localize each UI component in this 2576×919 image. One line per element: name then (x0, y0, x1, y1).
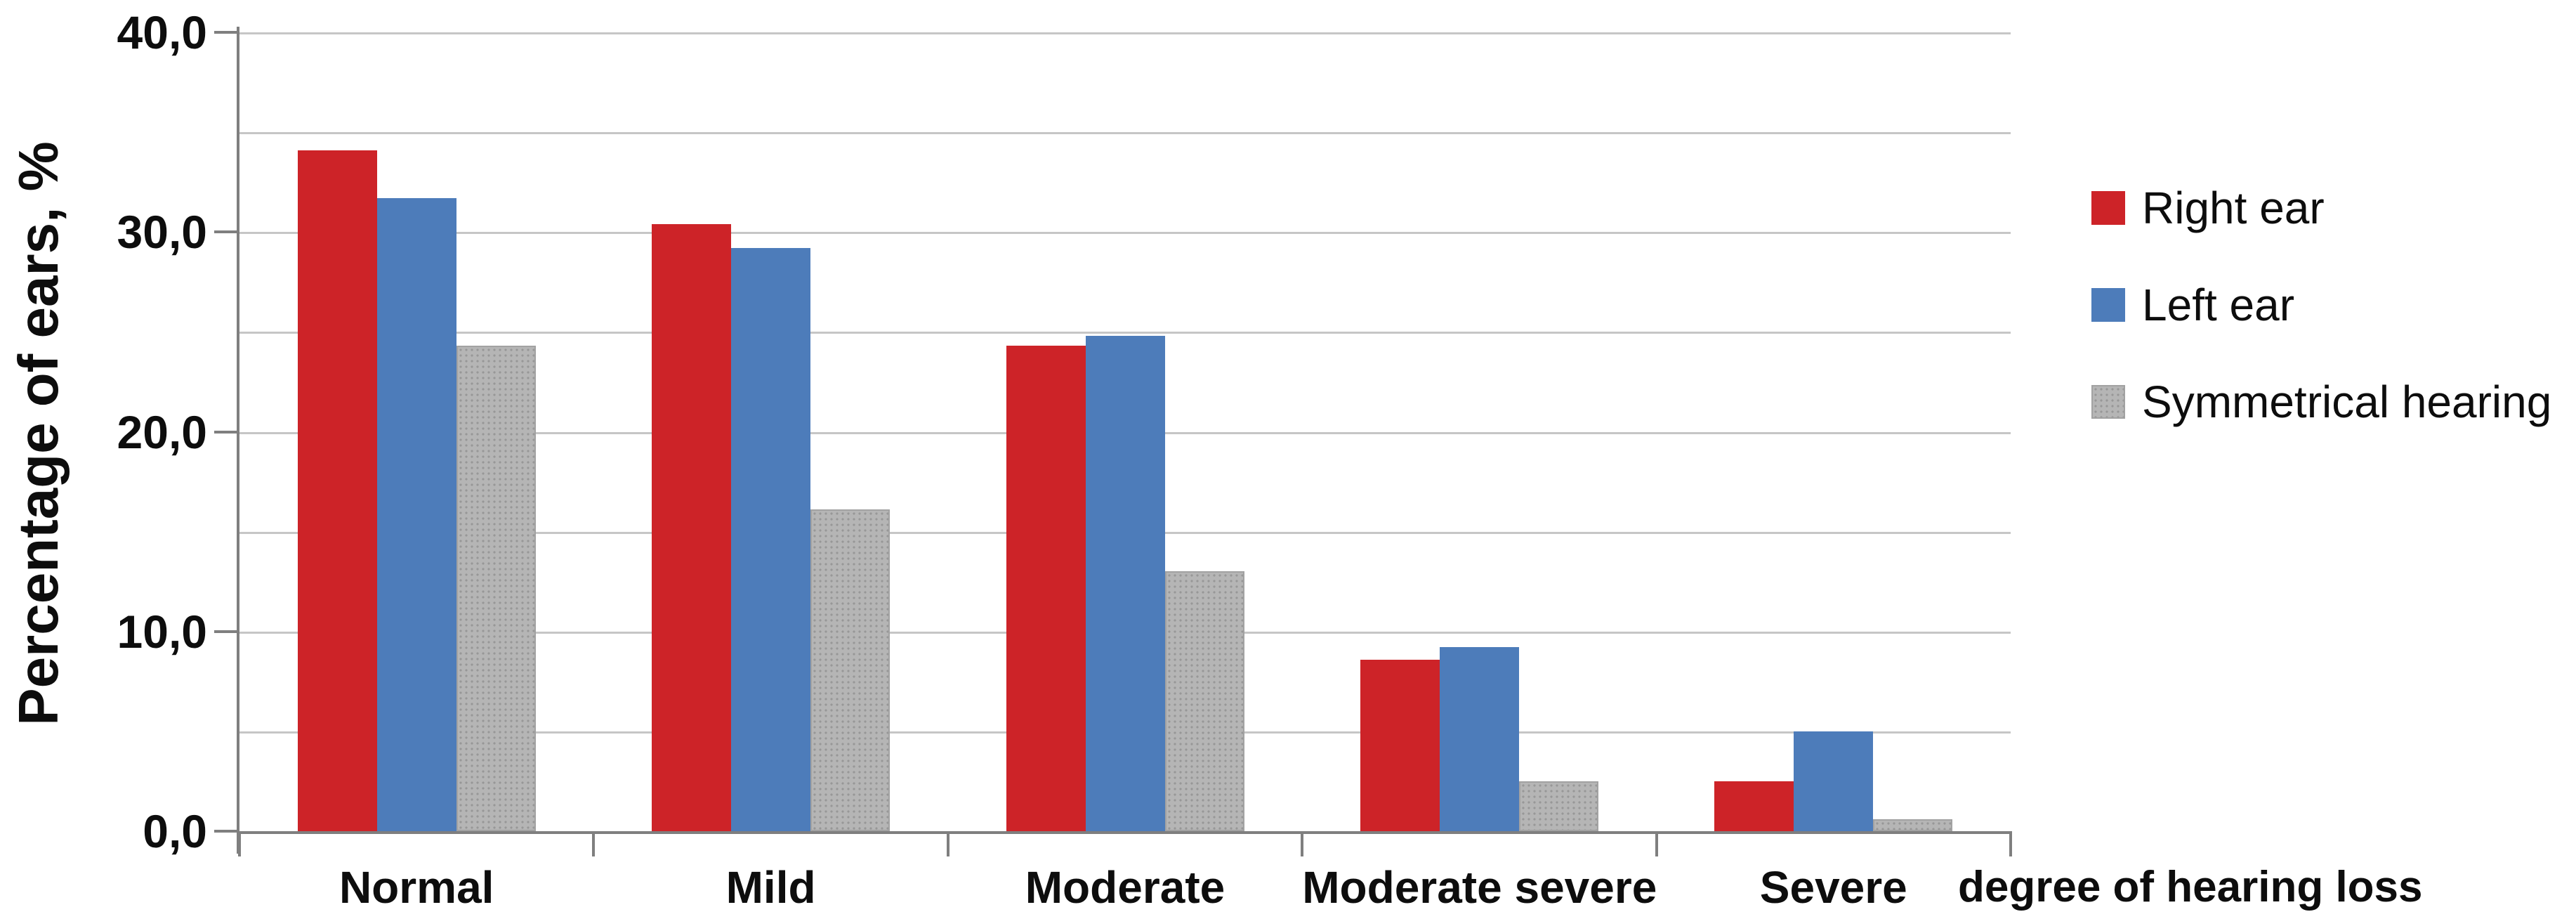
x-axis-line (237, 831, 2011, 834)
bar-left-ear-moderate (1085, 336, 1165, 831)
legend-label-right-ear: Right ear (2142, 183, 2325, 233)
ytick-label-20: 20,0 (117, 405, 207, 458)
ytick-label-40: 40,0 (117, 6, 207, 58)
category-label-moderate-severe: Moderate severe (1302, 862, 1657, 913)
legend: Right ear Left ear Symmetrical hearing (2091, 181, 2551, 472)
bar-right-ear-severe (1714, 781, 1794, 831)
x-axis-tick-4 (1655, 831, 1658, 856)
legend-label-left-ear: Left ear (2142, 280, 2295, 330)
bar-left-ear-normal (376, 197, 456, 831)
ytick-label-0: 0,0 (143, 805, 207, 857)
y-axis-tick-20 (214, 430, 239, 434)
gridline-30 (239, 232, 2011, 235)
y-axis-tick-0 (214, 830, 239, 833)
ytick-label-30: 30,0 (117, 206, 207, 259)
y-axis-line (237, 27, 239, 854)
bar-right-ear-moderate-severe (1360, 659, 1440, 831)
gridline-25 (239, 332, 2011, 334)
bar-left-ear-moderate-severe (1439, 647, 1519, 831)
legend-swatch-right-ear (2091, 191, 2125, 225)
bar-right-ear-mild (652, 223, 732, 831)
legend-swatch-symmetrical-hearing (2091, 385, 2125, 419)
gridline-40 (239, 32, 2011, 34)
bar-symmetrical-hearing-mild (810, 509, 891, 831)
category-label-severe: Severe (1759, 862, 1907, 913)
x-axis-tick-0 (238, 831, 241, 856)
bar-left-ear-severe (1794, 731, 1874, 831)
bar-symmetrical-hearing-severe (1873, 819, 1953, 831)
bar-symmetrical-hearing-moderate (1164, 571, 1244, 831)
ytick-label-10: 10,0 (117, 605, 207, 658)
bar-left-ear-mild (731, 247, 811, 831)
y-axis-tick-40 (214, 31, 239, 34)
bar-symmetrical-hearing-normal (456, 346, 536, 831)
legend-label-symmetrical-hearing: Symmetrical hearing (2142, 377, 2552, 427)
bar-symmetrical-hearing-moderate-severe (1518, 781, 1598, 831)
x-axis-tick-5 (2009, 831, 2012, 856)
legend-item-right-ear: Right ear (2091, 181, 2551, 235)
gridline-35 (239, 132, 2011, 135)
category-label-normal: Normal (339, 862, 494, 913)
x-axis-tick-2 (946, 831, 949, 856)
y-axis-tick-30 (214, 230, 239, 234)
legend-swatch-left-ear (2091, 288, 2125, 322)
y-axis-tick-10 (214, 630, 239, 633)
category-label-mild: Mild (725, 862, 816, 913)
bar-right-ear-normal (297, 150, 377, 831)
category-label-moderate: Moderate (1025, 862, 1225, 913)
bar-right-ear-moderate (1006, 346, 1086, 831)
legend-item-left-ear: Left ear (2091, 278, 2551, 332)
legend-item-symmetrical-hearing: Symmetrical hearing (2091, 375, 2551, 429)
x-axis-title: degree of hearing loss (1958, 863, 2423, 911)
x-axis-tick-1 (592, 831, 596, 856)
x-axis-tick-3 (1301, 831, 1304, 856)
